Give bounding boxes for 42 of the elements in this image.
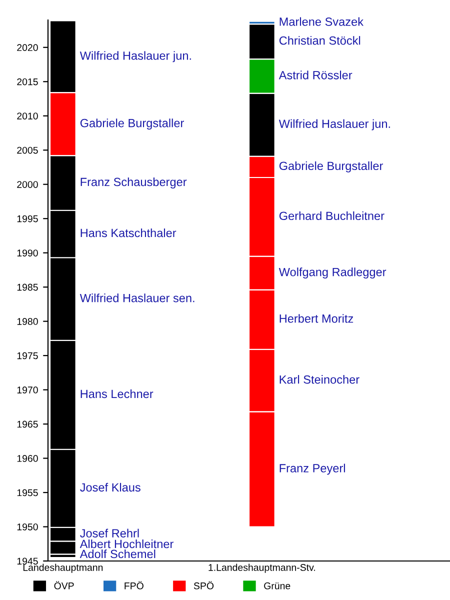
series-label: Gabriele Burgstaller — [279, 161, 383, 172]
series-label: Wilfried Haslauer sen. — [80, 294, 194, 302]
y-tick-label: 1970 — [17, 386, 38, 394]
series-label: Karl Steinocher — [280, 375, 360, 384]
y-tick-label: 2000 — [17, 181, 38, 188]
series-label: Christian Stöckl — [279, 36, 360, 45]
series-label: Josef Klaus — [80, 482, 140, 492]
y-tick-label: 1995 — [17, 215, 38, 222]
series-label: Wilfried Haslauer jun. — [80, 51, 191, 62]
y-tick-label: 1960 — [17, 455, 38, 462]
y-tick-label: 2010 — [17, 112, 38, 120]
y-tick-label: 2020 — [17, 44, 38, 52]
series-label: Wilfried Haslauer jun. — [278, 119, 390, 130]
series-label: Marlene Svazek — [280, 17, 364, 26]
y-tick-label: 1945 — [17, 558, 38, 565]
series-label: Albert Hochleitner — [80, 539, 174, 548]
series-label: Gerhard Buchleitner — [279, 211, 384, 220]
y-tick-label: 1985 — [17, 284, 38, 291]
series-label: Astrid Rössler — [278, 70, 352, 80]
legend-label: SPÖ — [194, 581, 214, 590]
y-tick-label: 1990 — [17, 250, 38, 256]
y-tick-label: 2015 — [17, 78, 38, 86]
legend-label: FPÖ — [124, 581, 144, 590]
series-label: Wolfgang Radlegger — [278, 268, 386, 279]
y-tick-label: 2005 — [17, 146, 38, 154]
legend-label: Grüne — [264, 582, 290, 590]
y-tick-label: 1965 — [17, 420, 38, 428]
series-label: Hans Katschthaler — [80, 228, 176, 238]
series-label: Josef Rehrl — [80, 528, 139, 538]
series-label: Franz Schausberger — [80, 177, 187, 188]
series-label: Gabriele Burgstaller — [80, 118, 184, 130]
series-label: Hans Lechner — [80, 389, 154, 398]
y-tick-label: 1950 — [17, 523, 38, 530]
x-tick-label: 1.Landeshauptmann-Stv. — [208, 564, 316, 573]
x-tick-label: Landeshauptmann — [23, 564, 103, 573]
y-tick-label: 1980 — [17, 318, 38, 325]
y-tick-label: 1955 — [17, 489, 38, 496]
series-label: Adolf Schemel — [80, 549, 156, 558]
series-label: Herbert Moritz — [280, 314, 354, 323]
series-label: Franz Peyerl — [280, 464, 345, 475]
legend-label: ÖVP — [54, 581, 74, 590]
y-tick-label: 1975 — [17, 352, 38, 360]
